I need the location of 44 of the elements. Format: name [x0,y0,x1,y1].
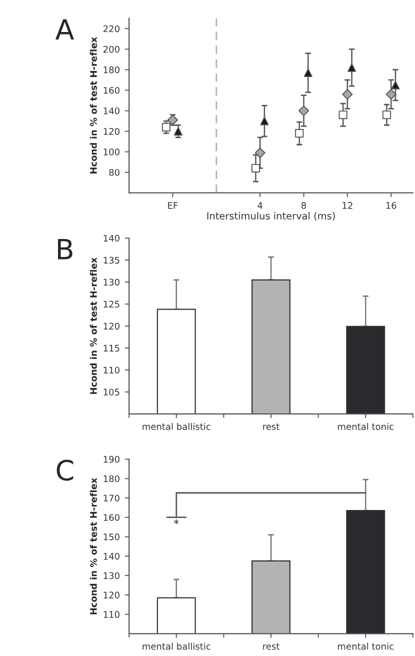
x-tick-label: 4 [258,202,262,209]
y-tick-label: 220 [103,25,120,32]
chart-title: B [58,238,72,260]
y-tick-label: 80 [109,169,120,176]
y-axis-title: Hcond in % of test H-reflex [90,37,97,174]
y-tick-label: 150 [104,533,120,540]
y-tick-label: 110 [104,611,120,618]
y-axis-title: Hcond in % of test H-reflex [90,257,97,394]
y-tick-label: 180 [104,66,120,74]
y-tick-label: 120 [104,128,120,135]
y-tick-label: 105 [104,388,120,396]
chart-title: C [56,460,74,481]
x-tick-label: mental tonic [338,422,394,430]
y-tick-label: 190 [104,456,120,463]
y-tick-label: 170 [104,494,120,502]
chart-title: A [55,19,74,40]
y-tick-label: 120 [104,322,120,330]
y-axis-title: Hcond in % of test H-reflex [90,478,97,614]
y-tick-label: 200 [103,46,120,53]
x-tick-label: rest [263,423,280,430]
annotation: * [174,519,179,524]
y-tick-label: 140 [104,234,120,242]
y-tick-label: 140 [104,107,120,114]
y-tick-label: 130 [104,572,120,580]
x-tick-label: 8 [301,202,306,209]
y-tick-label: 135 [104,256,120,264]
y-tick-label: 160 [104,86,120,94]
y-tick-label: 130 [104,278,120,286]
y-tick-label: 140 [104,552,120,560]
x-tick-label: mental ballistic [142,422,210,430]
y-tick-label: 115 [104,344,120,352]
y-tick-label: 110 [104,366,120,374]
y-tick-label: 160 [104,514,120,521]
y-tick-label: 125 [104,300,120,308]
x-tick-label: EF [168,202,178,209]
x-tick-label: 12 [342,202,352,209]
x-tick-label: 16 [386,202,396,209]
x-tick-label: mental tonic [338,642,394,650]
x-tick-label: rest [263,643,280,650]
x-tick-label: mental ballistic [142,642,210,650]
x-axis-title: Interstimulus interval (ms) [207,212,335,221]
y-tick-label: 120 [104,592,120,598]
y-tick-label: 100 [104,148,120,156]
y-tick-label: 180 [104,475,120,482]
